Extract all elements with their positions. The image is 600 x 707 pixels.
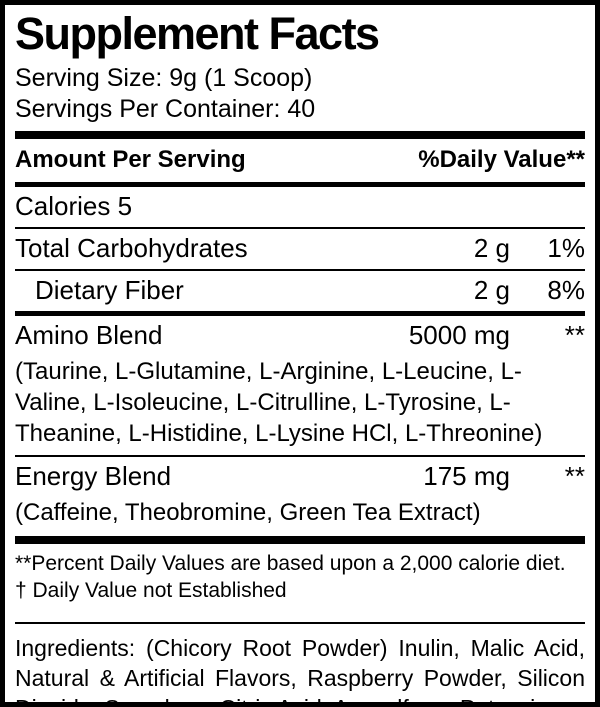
- amount-per-serving-header: Amount Per Serving: [15, 146, 246, 174]
- footnote-not-established: † Daily Value not Established: [15, 579, 287, 603]
- nutrient-daily-value: 8%: [547, 275, 585, 306]
- nutrient-name: Calories 5: [15, 191, 133, 222]
- nutrient-daily-value: 1%: [547, 233, 585, 264]
- energy-blend-components: (Caffeine, Theobromine, Green Tea Extrac…: [15, 499, 481, 527]
- nutrient-name: Amino Blend: [15, 320, 163, 351]
- row-energy-blend: Energy Blend 175 mg **: [15, 457, 585, 497]
- nutrient-name: Total Carbohydrates: [15, 233, 248, 264]
- divider-thick-bottom: [15, 536, 585, 545]
- row-calories: Calories 5: [15, 187, 585, 227]
- divider-thin: [15, 455, 585, 458]
- divider-thick-top: [15, 131, 585, 140]
- footnote-daily-values: **Percent Daily Values are based upon a …: [15, 552, 566, 576]
- nutrient-name: Dietary Fiber: [35, 275, 184, 306]
- nutrient-amount: 5000 mg: [408, 320, 510, 351]
- nutrient-daily-value: **: [564, 461, 585, 492]
- footnotes: **Percent Daily Values are based upon a …: [15, 544, 585, 606]
- ingredients-text: Ingredients: (Chicory Root Powder) Inuli…: [15, 635, 585, 702]
- row-dietary-fiber: Dietary Fiber 2 g 8%: [15, 271, 585, 311]
- serving-size: Serving Size: 9g (1 Scoop): [15, 64, 313, 93]
- daily-value-header: %Daily Value**: [418, 146, 585, 174]
- nutrient-name: Energy Blend: [15, 461, 172, 492]
- divider-medium: [15, 311, 585, 317]
- divider-thin: [15, 227, 585, 230]
- divider-thin: [15, 269, 585, 272]
- facts-title: Supplement Facts: [15, 8, 380, 59]
- servings-per-container: Servings Per Container: 40: [15, 95, 316, 124]
- row-total-carbohydrates: Total Carbohydrates 2 g 1%: [15, 229, 585, 269]
- divider-medium-header: [15, 182, 585, 188]
- nutrient-amount: 175 mg: [423, 461, 510, 492]
- column-header-row: Amount Per Serving %Daily Value**: [15, 139, 585, 182]
- row-amino-blend: Amino Blend 5000 mg **: [15, 316, 585, 356]
- ingredients-divider: [15, 622, 585, 625]
- nutrient-daily-value: **: [564, 320, 585, 351]
- nutrient-amount: 2 g: [473, 275, 510, 306]
- amino-blend-components: (Taurine, L-Glutamine, L-Arginine, L-Leu…: [15, 358, 543, 448]
- nutrient-amount: 2 g: [473, 233, 510, 264]
